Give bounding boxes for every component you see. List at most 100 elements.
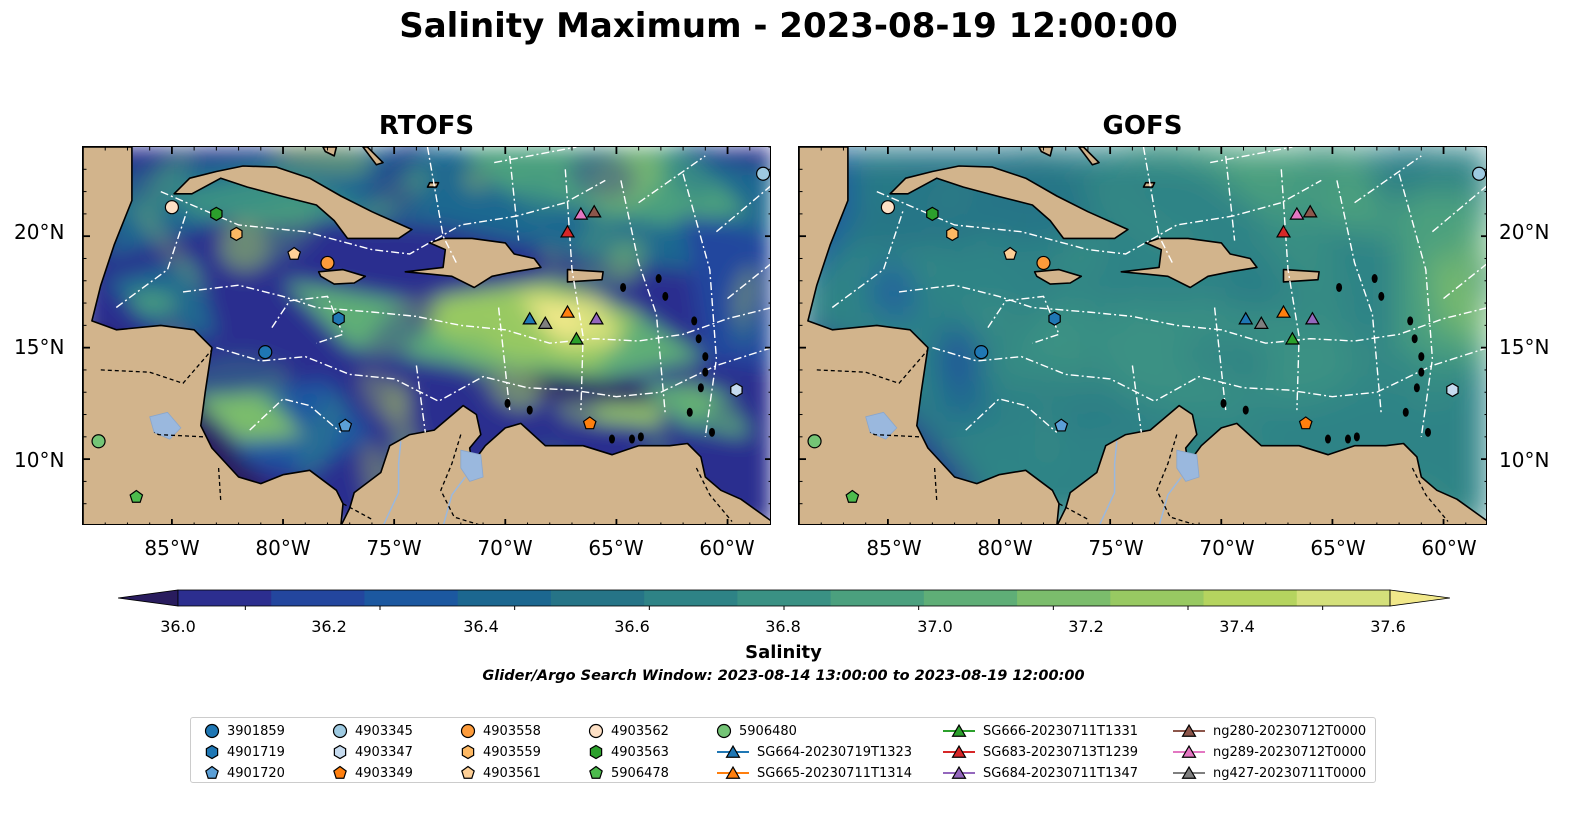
legend-marker <box>461 744 475 760</box>
map-rtofs <box>82 146 771 525</box>
colorbar-tick-label: 36.0 <box>160 617 196 636</box>
legend-item: SG666-20230711T1331 <box>941 722 1138 740</box>
legend-marker <box>1181 744 1197 758</box>
legend-label: SG666-20230711T1331 <box>983 723 1139 739</box>
legend-marker <box>1181 723 1197 737</box>
legend-marker <box>588 723 604 739</box>
legend-marker <box>461 765 475 779</box>
lat-tick-label: 20°N <box>1499 220 1550 244</box>
colorbar-segment <box>1017 590 1111 606</box>
obs-ng427-20230711T0000 <box>1253 315 1269 329</box>
legend-label: 4903347 <box>355 744 413 760</box>
panel-title-gofs: GOFS <box>1102 111 1183 141</box>
obs-4903562 <box>880 200 896 215</box>
legend-marker <box>1181 765 1197 779</box>
lon-tick-label: 65°W <box>588 536 644 560</box>
obs-4903347 <box>730 382 743 398</box>
map-gofs <box>798 146 1487 525</box>
obs-SG664-20230719T1323 <box>1238 311 1254 325</box>
legend-item: ng289-20230712T0000 <box>1171 743 1366 761</box>
obs-4903559 <box>230 226 243 242</box>
lon-tick-label: 80°W <box>977 536 1033 560</box>
colorbar-segment <box>1203 590 1298 606</box>
legend-marker <box>951 765 967 779</box>
obs-ng289-20230712T0000 <box>573 206 589 220</box>
legend-item: 5906478 <box>587 764 669 782</box>
legend-item: ng427-20230711T0000 <box>1171 764 1366 782</box>
lat-tick-label: 10°N <box>14 448 65 472</box>
legend-marker <box>725 765 741 779</box>
legend-label: 4901719 <box>227 744 285 760</box>
colorbar-segment <box>923 590 1018 606</box>
obs-4903562 <box>164 200 180 215</box>
obs-SG665-20230711T1314 <box>1276 304 1292 318</box>
obs-4903561 <box>287 246 302 260</box>
legend-item: SG684-20230711T1347 <box>941 764 1138 782</box>
legend-marker <box>204 723 220 739</box>
legend-item: 4903563 <box>587 743 669 761</box>
legend-item: SG664-20230719T1323 <box>715 743 912 761</box>
legend-item: 4903558 <box>459 722 541 740</box>
obs-3901859 <box>974 345 989 360</box>
colorbar-segment <box>644 590 738 606</box>
legend-marker <box>460 723 476 739</box>
lat-tick-label: 10°N <box>1499 448 1550 472</box>
legend-marker <box>589 765 603 779</box>
legend-item: 4903345 <box>331 722 413 740</box>
legend-label: ng280-20230712T0000 <box>1213 723 1367 739</box>
obs-4901719 <box>1048 311 1061 326</box>
colorbar-label: Salinity <box>745 642 822 663</box>
obs-ng280-20230712T0000 <box>1302 204 1318 218</box>
legend-item: 4903347 <box>331 743 413 761</box>
legend-label: 5906480 <box>739 723 797 739</box>
legend-item: 5906480 <box>715 722 797 740</box>
obs-4903561 <box>1003 246 1018 260</box>
legend-item: 3901859 <box>203 722 285 740</box>
colorbar-segment <box>364 590 459 606</box>
obs-SG684-20230711T1347 <box>588 311 604 325</box>
lat-tick-label: 20°N <box>14 220 65 244</box>
legend-label: SG665-20230711T1314 <box>757 765 913 781</box>
obs-4903563 <box>210 206 223 222</box>
lon-tick-label: 75°W <box>1088 536 1144 560</box>
obs-3901859 <box>258 345 273 360</box>
colorbar-tick-label: 37.0 <box>917 617 953 636</box>
obs-SG683-20230713T1239 <box>560 224 576 238</box>
obs-SG665-20230711T1314 <box>560 304 576 318</box>
colorbar-segment <box>457 590 552 606</box>
legend-label: 5906478 <box>611 765 669 781</box>
legend-label: SG683-20230713T1239 <box>983 744 1139 760</box>
colorbar-segment <box>271 590 365 606</box>
legend-marker <box>205 765 219 779</box>
legend-marker <box>716 723 732 739</box>
lon-tick-label: 85°W <box>866 536 922 560</box>
panel-title-rtofs: RTOFS <box>378 111 475 141</box>
obs-4901720 <box>1054 418 1069 432</box>
legend-item: 4901720 <box>203 764 285 782</box>
colorbar-segment <box>1110 590 1205 606</box>
obs-4903563 <box>926 206 939 222</box>
legend-label: 4903561 <box>483 765 541 781</box>
search-window-caption: Glider/Argo Search Window: 2023-08-14 13… <box>482 668 1085 684</box>
legend-item: 4903562 <box>587 722 669 740</box>
obs-4903349 <box>582 416 597 430</box>
lat-tick-label: 15°N <box>1499 335 1550 359</box>
colorbar-tick-label: 36.8 <box>765 617 801 636</box>
lat-tick-label: 15°N <box>14 335 65 359</box>
obs-4901719 <box>332 311 345 326</box>
legend-label: 4903563 <box>611 744 669 760</box>
obs-SG666-20230711T1331 <box>1284 331 1300 345</box>
obs-4903347 <box>1446 382 1459 398</box>
legend-label: SG684-20230711T1347 <box>983 765 1139 781</box>
legend-label: 3901859 <box>227 723 285 739</box>
lon-tick-label: 75°W <box>366 536 422 560</box>
colorbar-tick-label: 36.6 <box>614 617 650 636</box>
obs-5906480 <box>807 434 822 449</box>
colorbar-tick-label: 36.4 <box>463 617 499 636</box>
lon-tick-label: 60°W <box>1421 536 1477 560</box>
obs-4903345 <box>756 166 770 181</box>
legend-marker <box>332 723 348 739</box>
lon-tick-label: 70°W <box>1199 536 1255 560</box>
legend-marker <box>951 723 967 737</box>
obs-5906480 <box>91 434 106 449</box>
